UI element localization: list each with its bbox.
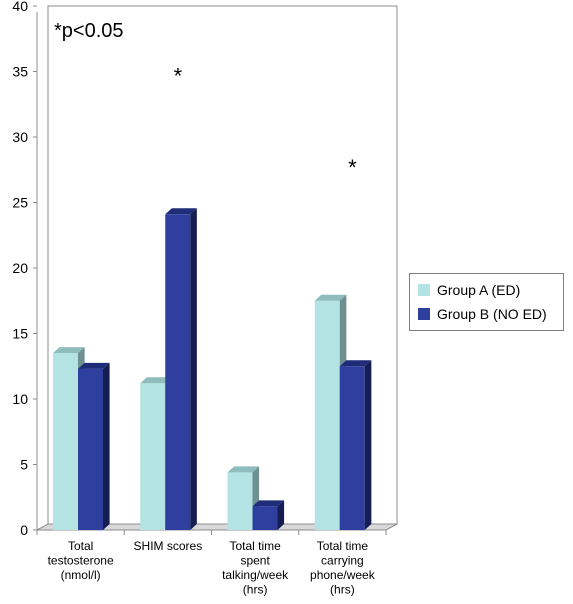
x-category-label: SHIM scores — [134, 539, 203, 553]
y-tick-label: 30 — [12, 129, 28, 145]
y-tick-label: 20 — [12, 260, 28, 276]
bar-front — [227, 472, 253, 530]
bar-top — [53, 347, 85, 354]
bar-side — [103, 362, 110, 530]
bar-top — [165, 208, 197, 215]
bar-front — [339, 366, 365, 530]
chart-legend: Group A (ED) Group B (NO ED) — [409, 273, 564, 331]
bar-front — [314, 300, 340, 530]
x-category-label: Total time carrying phone/week (hrs) — [310, 539, 376, 597]
bar-front — [53, 353, 78, 530]
x-category-label-line: (nmol/l) — [61, 568, 101, 582]
bar-front — [140, 383, 166, 530]
bars-layer — [53, 208, 372, 531]
x-category-label: Total testosterone (nmol/l) — [48, 539, 114, 582]
x-category-label-line: phone/week — [310, 568, 376, 582]
bar-top — [78, 362, 110, 369]
legend-item: Group A (ED) — [418, 280, 520, 300]
bar-group-b-3 — [339, 360, 372, 530]
bar-front — [252, 506, 278, 530]
bar-front — [78, 368, 103, 530]
y-tick-label: 35 — [12, 64, 28, 80]
x-category-label-line: (hrs) — [330, 583, 355, 597]
legend-swatch — [418, 284, 430, 296]
legend-item: Group B (NO ED) — [418, 304, 547, 324]
y-tick-label: 15 — [12, 326, 28, 342]
plot-area-frame — [47, 5, 398, 525]
x-category-label-line: carrying — [321, 554, 364, 568]
bar-side — [364, 360, 372, 530]
annotations-layer: *p<0.05 * * — [54, 20, 357, 180]
bar-top — [339, 360, 372, 367]
legend-label: Group B (NO ED) — [437, 306, 547, 322]
y-tick-label: 10 — [12, 391, 28, 407]
x-category-label-line: talking/week — [222, 568, 289, 582]
legend-swatch — [418, 308, 430, 320]
bar-group-b-1 — [165, 208, 197, 531]
x-category-label-line: spent — [240, 554, 270, 568]
labels-layer: 0 5 10 15 20 25 30 35 40 Total testosterone (nmol/l… — [12, 0, 375, 597]
x-category-label-line: (hrs) — [243, 583, 268, 597]
y-tick-label: 25 — [12, 195, 28, 211]
bar-top — [140, 377, 172, 384]
bar-group-b-0 — [78, 362, 110, 530]
x-category-label: Total time spent talking/week (hrs) — [222, 539, 289, 597]
y-tick-label: 40 — [12, 0, 28, 14]
bar-top — [314, 294, 347, 301]
y-tick-label: 5 — [20, 457, 28, 473]
x-category-label-line: testosterone — [48, 554, 114, 568]
bar-front — [165, 214, 191, 531]
y-tick-label: 0 — [20, 522, 28, 538]
x-category-label-line: Total time — [229, 539, 281, 553]
significance-note: *p<0.05 — [54, 20, 124, 42]
bar-group-b-2 — [252, 500, 285, 530]
x-category-label-line: Total time — [317, 539, 369, 553]
bar-side — [190, 208, 197, 531]
x-category-label-line: Total — [68, 539, 93, 553]
significance-marker: * — [174, 64, 183, 89]
bar-top — [252, 500, 285, 507]
bar-side — [277, 500, 285, 530]
significance-marker: * — [348, 155, 357, 180]
bar-top — [227, 466, 260, 473]
x-category-label-line: SHIM scores — [134, 539, 203, 553]
legend-label: Group A (ED) — [437, 282, 521, 298]
